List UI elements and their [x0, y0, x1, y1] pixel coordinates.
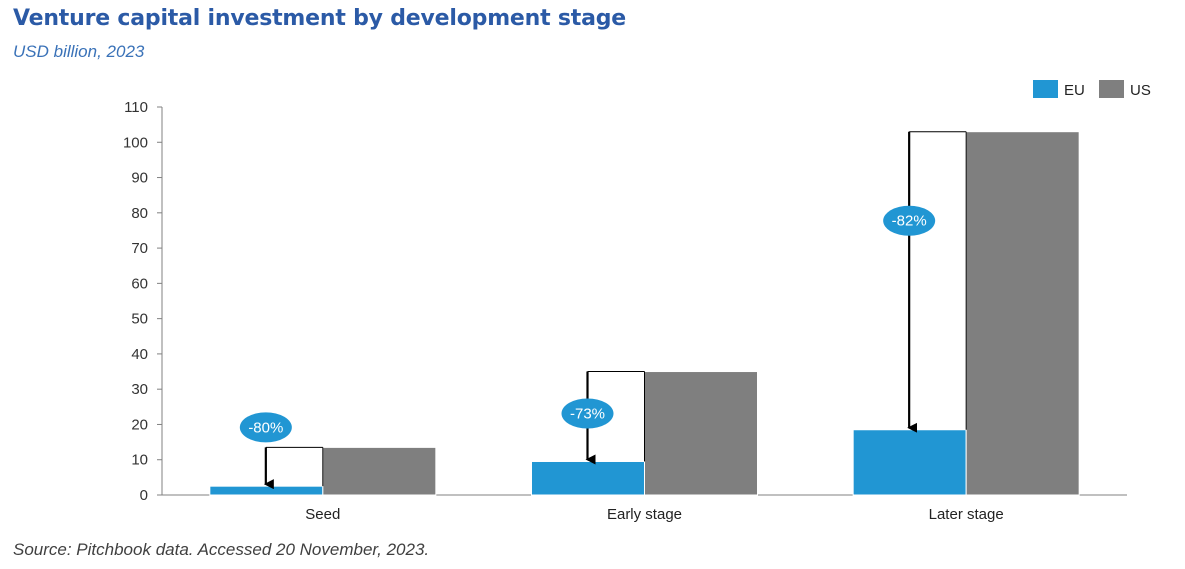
bar-us: [322, 446, 437, 496]
legend-label-us: US: [1130, 82, 1151, 99]
source-note: Source: Pitchbook data. Accessed 20 Nove…: [13, 540, 430, 559]
legend-label-eu: EU: [1064, 82, 1085, 99]
y-tick-label: 10: [131, 452, 148, 469]
legend-swatch-us: [1099, 80, 1124, 98]
y-tick-label: 90: [131, 170, 148, 187]
percent-callout: [561, 398, 614, 429]
chart-subtitle: USD billion, 2023: [13, 42, 145, 61]
y-tick-label: 60: [131, 275, 148, 292]
chart-title: Venture capital investment by developmen…: [13, 6, 627, 31]
bar-eu: [852, 429, 967, 496]
x-category-label: Early stage: [607, 506, 682, 523]
y-tick-label: 40: [131, 346, 148, 363]
percent-callout-label: -80%: [248, 419, 283, 436]
percent-callout-label: -82%: [892, 213, 927, 230]
percent-callout-label: -73%: [570, 406, 605, 423]
bar-eu: [209, 485, 324, 496]
y-tick-label: 80: [131, 205, 148, 222]
y-tick-label: 70: [131, 240, 148, 257]
y-tick-label: 110: [124, 99, 148, 116]
x-category-label: Seed: [305, 506, 340, 523]
percent-callout: [239, 412, 292, 443]
y-tick-label: 0: [140, 487, 148, 504]
y-tick-label: 100: [123, 134, 148, 151]
y-tick-label: 20: [131, 416, 148, 433]
bar-us: [644, 371, 758, 496]
x-category-label: Later stage: [929, 506, 1004, 523]
bar-us: [965, 131, 1080, 496]
y-tick-label: 50: [131, 311, 148, 328]
percent-callout: [883, 205, 936, 236]
y-tick-label: 30: [131, 381, 148, 398]
bar-eu: [531, 460, 645, 496]
legend-swatch-eu: [1033, 80, 1058, 98]
